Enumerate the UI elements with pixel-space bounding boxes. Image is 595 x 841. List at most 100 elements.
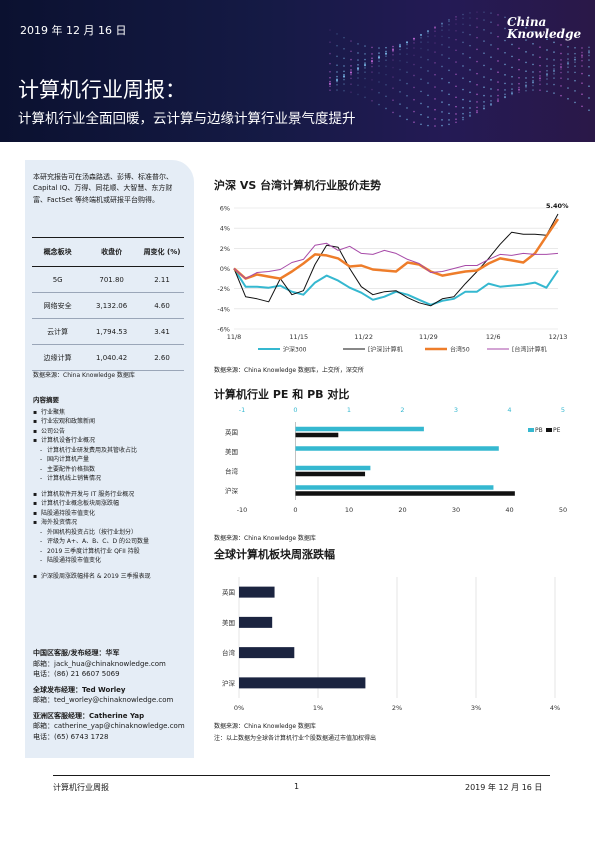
series-line — [233, 218, 560, 280]
banner-dot — [357, 84, 359, 87]
banner-dot — [539, 56, 541, 59]
banner-dot — [399, 68, 401, 71]
banner-dot — [350, 65, 352, 67]
banner-dot — [539, 64, 541, 67]
banner-dot — [455, 96, 457, 99]
pe-bar — [295, 491, 515, 496]
banner-dot — [518, 47, 520, 50]
banner-dot — [357, 67, 359, 70]
banner-dot — [518, 35, 520, 37]
banner-dot — [462, 17, 464, 20]
banner-dot — [364, 62, 366, 64]
x-tick-label: 3% — [471, 704, 481, 712]
banner-dot — [560, 59, 562, 61]
banner-dot — [511, 92, 513, 95]
contents-item: 陆股通持股市值变化 — [33, 509, 188, 519]
banner-dot — [560, 85, 562, 87]
banner-dot — [525, 86, 527, 89]
banner-dot — [448, 36, 450, 39]
banner-dot — [455, 121, 457, 124]
banner-dot — [385, 95, 387, 98]
banner-dot — [476, 17, 478, 20]
banner-dot — [462, 23, 464, 26]
contact-email[interactable]: 邮箱：catherine_yap@chinaknowledge.com — [33, 722, 185, 730]
banner-dot — [336, 75, 338, 78]
contact-email[interactable]: 邮箱：jack_hua@chinaknowledge.com — [33, 659, 166, 668]
category-label: 台湾 — [225, 466, 239, 475]
contact-email[interactable]: 邮箱：ted_worley@chinaknowledge.com — [33, 696, 174, 704]
banner-dot — [462, 77, 464, 79]
banner-dot — [525, 26, 527, 29]
banner-dot — [336, 44, 338, 47]
banner-dot — [504, 74, 506, 76]
banner-dot — [574, 58, 576, 61]
banner-dot — [448, 93, 450, 96]
contact-group: 亚洲区客服经理：Catherine Yap 邮箱：catherine_yap@c… — [33, 711, 193, 743]
banner-dot — [497, 71, 499, 74]
footer-date: 2019 年 12 月 16 日 — [465, 783, 543, 792]
banner-dot — [553, 41, 555, 44]
contents-item: 海外投资情况 — [33, 518, 188, 528]
report-subtitle: 计算机行业全面回暖，云计算与边缘计算行业景气度提升 — [18, 111, 356, 127]
category-label: 沪深 — [225, 486, 239, 495]
legend-label: [台湾]计算机 — [512, 346, 547, 354]
banner-dot — [329, 70, 331, 73]
banner-dot — [364, 53, 366, 55]
banner-dot — [539, 34, 541, 37]
banner-dot — [329, 41, 331, 43]
chart3-source: 数据来源：China Knowledge 数据库 — [214, 723, 316, 730]
banner-dot — [434, 108, 436, 111]
banner-dot — [441, 124, 443, 127]
contact-phone: 电话：(65) 6743 1728 — [33, 732, 109, 741]
banner-dot — [483, 64, 485, 67]
banner-dot — [497, 48, 499, 50]
banner-dot — [588, 65, 590, 68]
banner-dot — [525, 81, 527, 84]
table-cell: 1,040.42 — [83, 344, 140, 371]
table-source: 数据来源：China Knowledge 数据库 — [33, 372, 135, 379]
contact-title: 中国区客服/发布经理：华军 — [33, 649, 120, 657]
banner-dot — [462, 106, 464, 109]
banner-dot — [476, 111, 478, 114]
banner-dot — [378, 60, 380, 63]
banner-dot — [504, 96, 506, 99]
banner-dot — [455, 105, 457, 108]
banner-dot — [560, 52, 562, 55]
banner-dot — [581, 93, 583, 96]
banner-dot — [399, 46, 401, 48]
banner-dot — [504, 16, 506, 19]
banner-dot — [420, 66, 422, 69]
footer-page-number: 1 — [294, 782, 300, 791]
banner-dot — [357, 93, 359, 96]
banner-dot — [504, 93, 506, 96]
banner-dot — [504, 63, 506, 66]
banner-dot — [350, 69, 352, 71]
banner-dot — [581, 56, 583, 59]
banner-dot — [497, 14, 499, 16]
banner-dot — [567, 98, 569, 100]
table-row: 5G 701.80 2.11 — [32, 266, 184, 293]
category-label: 美国 — [225, 447, 238, 456]
table-row: 边缘计算 1,040.42 2.60 — [32, 344, 184, 371]
banner-dot — [574, 52, 576, 55]
legend-label: 沪深300 — [283, 346, 307, 354]
banner-dot — [574, 58, 576, 61]
x-tick-label: 2% — [392, 704, 402, 712]
banner-dot — [364, 67, 366, 69]
banner-dot — [371, 99, 373, 102]
banner-dot — [336, 80, 338, 83]
table-header: 收盘价 — [83, 237, 140, 267]
banner-dot — [511, 92, 513, 95]
table-cell: 4.60 — [140, 292, 184, 319]
banner-dot — [581, 105, 583, 108]
banner-dot — [553, 51, 555, 53]
contact-title: 亚洲区客服经理：Catherine Yap — [33, 711, 145, 720]
banner-dot — [476, 93, 478, 96]
banner-dot — [483, 40, 485, 42]
banner-dot — [511, 83, 513, 85]
banner-dot — [378, 103, 380, 106]
banner-dot — [588, 85, 590, 87]
banner-dot — [420, 102, 422, 105]
banner-dot — [371, 57, 373, 60]
legend-label: PE — [553, 427, 561, 434]
